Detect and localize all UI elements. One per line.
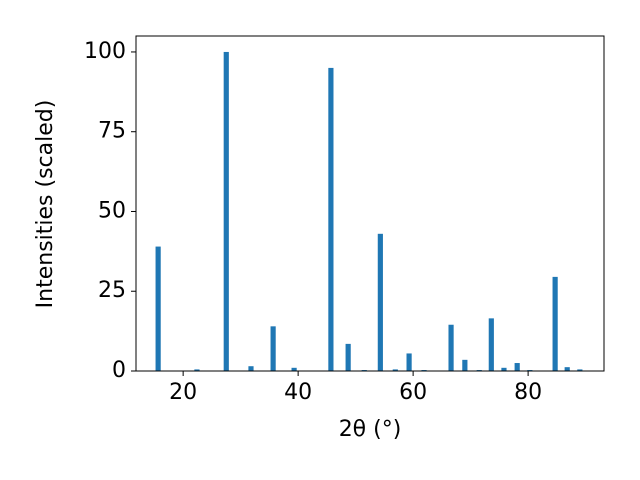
bar <box>291 367 297 371</box>
y-tick-label: 75 <box>98 119 126 144</box>
bar <box>345 343 351 371</box>
x-tick-label: 40 <box>284 380 312 405</box>
bar <box>514 363 520 371</box>
y-tick-label: 25 <box>98 278 126 303</box>
bar <box>462 359 468 371</box>
bar <box>392 369 398 371</box>
x-axis-label: 2θ (°) <box>339 417 402 442</box>
plot-frame <box>135 35 605 372</box>
y-tick-label: 50 <box>98 198 126 223</box>
bar <box>328 67 334 372</box>
bar <box>270 326 276 371</box>
bar <box>488 318 494 371</box>
x-tick-label: 80 <box>514 380 542 405</box>
y-axis-label: Intensities (scaled) <box>33 100 58 309</box>
bar <box>248 366 254 371</box>
y-tick-label: 0 <box>112 358 126 383</box>
bar <box>155 246 161 371</box>
bar <box>223 51 229 371</box>
bar <box>577 369 583 371</box>
x-tick-label: 20 <box>169 380 197 405</box>
bar <box>564 367 570 371</box>
bar <box>194 369 200 371</box>
bar <box>406 353 412 371</box>
bar <box>501 367 507 371</box>
bar <box>377 233 383 371</box>
y-tick-label: 100 <box>84 39 126 64</box>
bar <box>448 324 454 371</box>
bar <box>552 276 558 371</box>
x-tick-label: 60 <box>399 380 427 405</box>
